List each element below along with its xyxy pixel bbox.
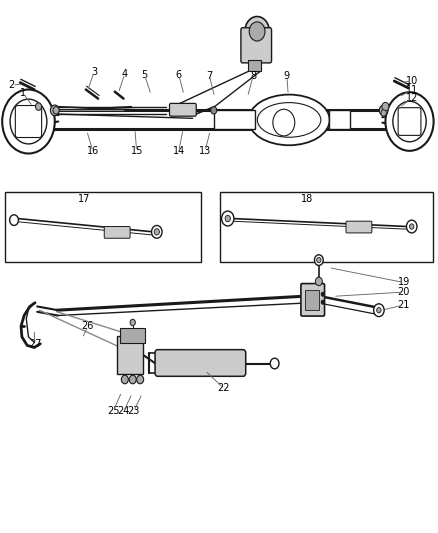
Circle shape: [222, 211, 234, 226]
Text: 22: 22: [217, 383, 230, 393]
Circle shape: [315, 277, 322, 286]
Text: 1: 1: [20, 88, 26, 98]
FancyBboxPatch shape: [117, 336, 143, 374]
Bar: [220, 192, 433, 262]
Bar: [214, 110, 255, 129]
Text: 14: 14: [173, 147, 185, 156]
Circle shape: [225, 215, 230, 222]
Circle shape: [35, 103, 42, 110]
Circle shape: [374, 304, 384, 317]
FancyBboxPatch shape: [15, 106, 42, 138]
Text: 12: 12: [406, 93, 418, 103]
Circle shape: [314, 255, 323, 265]
FancyBboxPatch shape: [155, 350, 246, 376]
Text: 11: 11: [406, 85, 418, 94]
Circle shape: [317, 257, 321, 263]
FancyBboxPatch shape: [104, 227, 130, 238]
Circle shape: [379, 105, 388, 116]
Circle shape: [381, 110, 386, 116]
Text: 25: 25: [107, 407, 119, 416]
FancyBboxPatch shape: [398, 108, 421, 135]
Circle shape: [377, 308, 381, 313]
Circle shape: [321, 292, 325, 296]
Text: 24: 24: [117, 407, 130, 416]
Text: 8: 8: [250, 71, 256, 80]
Text: 13: 13: [199, 147, 211, 156]
Circle shape: [393, 101, 426, 142]
Circle shape: [137, 375, 144, 384]
Ellipse shape: [249, 95, 330, 145]
FancyBboxPatch shape: [301, 284, 325, 316]
Text: 26: 26: [81, 321, 94, 331]
Circle shape: [385, 92, 434, 151]
Circle shape: [273, 109, 295, 136]
FancyBboxPatch shape: [241, 28, 272, 63]
Circle shape: [130, 319, 135, 326]
Text: 4: 4: [122, 69, 128, 78]
Circle shape: [152, 225, 162, 238]
Circle shape: [121, 375, 128, 384]
Circle shape: [270, 358, 279, 369]
Text: 18: 18: [300, 195, 313, 204]
Text: 27: 27: [29, 339, 41, 349]
FancyBboxPatch shape: [170, 103, 196, 116]
Text: 17: 17: [78, 195, 90, 204]
Circle shape: [410, 224, 414, 229]
Circle shape: [249, 22, 265, 41]
Bar: [5, 192, 201, 262]
FancyBboxPatch shape: [346, 221, 372, 233]
Text: 5: 5: [141, 70, 148, 79]
Text: 19: 19: [398, 278, 410, 287]
Circle shape: [211, 107, 217, 114]
Text: 20: 20: [398, 287, 410, 297]
Circle shape: [53, 107, 59, 114]
Text: 9: 9: [284, 71, 290, 80]
Text: 16: 16: [87, 147, 99, 156]
Circle shape: [406, 220, 417, 233]
Circle shape: [321, 300, 325, 304]
Circle shape: [50, 105, 59, 116]
Text: 6: 6: [176, 70, 182, 79]
Bar: [305, 290, 319, 310]
Text: 7: 7: [206, 71, 212, 80]
Circle shape: [245, 17, 269, 46]
Circle shape: [10, 215, 18, 225]
Bar: [248, 60, 261, 71]
Circle shape: [382, 102, 389, 111]
Circle shape: [19, 110, 38, 133]
Circle shape: [129, 375, 136, 384]
Text: 3: 3: [91, 67, 97, 77]
Circle shape: [154, 229, 159, 235]
Text: 21: 21: [398, 300, 410, 310]
Bar: [328, 110, 350, 129]
Text: 23: 23: [127, 407, 140, 416]
Circle shape: [10, 99, 47, 144]
Text: 10: 10: [406, 76, 418, 86]
Circle shape: [2, 90, 55, 154]
FancyBboxPatch shape: [120, 328, 145, 343]
Text: 15: 15: [131, 147, 143, 156]
Text: 2: 2: [9, 80, 15, 90]
Circle shape: [401, 111, 418, 132]
